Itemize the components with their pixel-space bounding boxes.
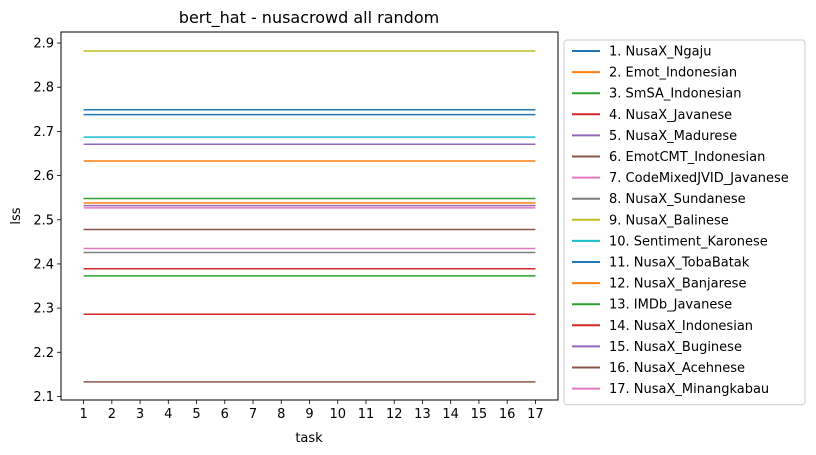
legend-label: 16. NusaX_Acehnese — [609, 361, 745, 376]
legend-label: 17. NusaX_Minangkabau — [609, 382, 769, 397]
legend-box — [563, 39, 806, 406]
legend-label: 8. NusaX_Sundanese — [609, 192, 746, 207]
y-axis-label: lss — [9, 207, 24, 224]
y-tick-label: 2.9 — [33, 37, 54, 52]
x-tick-label: 12 — [386, 407, 403, 422]
legend-label: 4. NusaX_Javanese — [609, 108, 732, 123]
x-tick-label: 1 — [79, 407, 87, 422]
x-axis: 1 2 3 4 5 6 7 8 9 10 11 12 13 14 15 16 17 — [79, 400, 544, 422]
y-tick-label: 2.1 — [33, 390, 54, 405]
x-tick-label: 14 — [442, 407, 459, 422]
y-tick-label: 2.6 — [33, 169, 54, 184]
x-tick-label: 15 — [471, 407, 488, 422]
y-tick-label: 2.8 — [33, 81, 54, 96]
x-tick-label: 10 — [329, 407, 346, 422]
x-tick-label: 13 — [414, 407, 431, 422]
x-tick-label: 8 — [277, 407, 285, 422]
x-tick-label: 16 — [499, 407, 516, 422]
legend-label: 1. NusaX_Ngaju — [609, 45, 711, 60]
legend: 1. NusaX_Ngaju 2. Emot_Indonesian 3. SmSA_… — [563, 39, 806, 406]
legend-label: 11. NusaX_TobaBatak — [609, 256, 750, 271]
legend-label: 9. NusaX_Balinese — [609, 213, 729, 228]
y-tick-label: 2.3 — [33, 302, 54, 317]
x-tick-label: 2 — [108, 407, 116, 422]
legend-label: 10. Sentiment_Karonese — [609, 234, 768, 249]
plot-lines — [83, 50, 536, 383]
legend-label: 15. NusaX_Buginese — [609, 340, 742, 355]
legend-label: 2. Emot_Indonesian — [609, 66, 737, 81]
y-tick-label: 2.2 — [33, 346, 54, 361]
x-tick-label: 5 — [192, 407, 200, 422]
plot-frame — [60, 31, 559, 401]
y-tick-label: 2.5 — [33, 213, 54, 228]
x-tick-label: 11 — [358, 407, 375, 422]
x-axis-label: task — [295, 431, 323, 446]
x-tick-label: 7 — [249, 407, 257, 422]
y-tick-label: 2.7 — [33, 125, 54, 140]
y-axis: 2.1 2.2 2.3 2.4 2.5 2.6 2.7 2.8 2.9 — [33, 37, 61, 405]
x-tick-label: 6 — [221, 407, 229, 422]
legend-label: 5. NusaX_Madurese — [609, 129, 737, 144]
legend-label: 12. NusaX_Banjarese — [609, 277, 746, 292]
legend-label: 6. EmotCMT_Indonesian — [609, 150, 765, 165]
legend-label: 13. IMDb_Javanese — [609, 298, 732, 313]
legend-label: 7. CodeMixedJVID_Javanese — [609, 171, 789, 186]
legend-label: 3. SmSA_Indonesian — [609, 87, 741, 102]
x-tick-label: 17 — [527, 407, 544, 422]
y-tick-label: 2.4 — [33, 257, 54, 272]
x-tick-label: 3 — [136, 407, 144, 422]
legend-label: 14. NusaX_Indonesian — [609, 319, 753, 334]
x-tick-label: 4 — [164, 407, 172, 422]
x-tick-label: 9 — [305, 407, 313, 422]
chart-title: bert_hat - nusacrowd all random — [179, 8, 439, 28]
